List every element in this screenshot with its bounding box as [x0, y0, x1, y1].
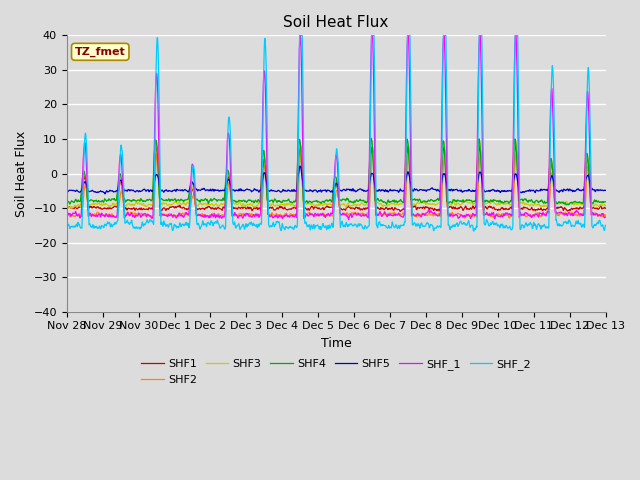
SHF3 [427, 202, 435, 207]
SHF1 [160, 205, 168, 211]
SHF5 [316, 188, 324, 193]
Line: SHF4: SHF4 [67, 138, 605, 205]
SHF_1 [602, 214, 609, 220]
SHF1 [602, 205, 609, 211]
SHF_2 [160, 219, 168, 225]
SHF3 [160, 201, 168, 206]
Title: Soil Heat Flux: Soil Heat Flux [284, 15, 389, 30]
SHF4 [601, 199, 609, 205]
SHF2 [427, 212, 435, 218]
SHF4 [488, 198, 495, 204]
SHF2 [63, 211, 70, 217]
SHF1 [488, 204, 495, 210]
SHF1 [427, 205, 435, 211]
SHF2 [488, 213, 495, 218]
SHF_2 [427, 222, 435, 228]
SHF3 [488, 198, 495, 204]
SHF1 [316, 206, 324, 212]
SHF5 [296, 163, 304, 169]
SHF2 [160, 211, 168, 217]
SHF_2 [470, 228, 477, 234]
SHF1 [457, 204, 465, 210]
SHF4 [63, 197, 70, 203]
SHF_2 [316, 224, 324, 229]
SHF1 [601, 205, 609, 211]
SHF_1 [428, 209, 435, 215]
SHF3 [63, 205, 70, 211]
SHF2 [457, 213, 465, 218]
X-axis label: Time: Time [321, 337, 351, 350]
SHF2 [154, 148, 161, 154]
SHF3 [602, 203, 609, 208]
Line: SHF1: SHF1 [67, 145, 605, 211]
SHF_1 [160, 212, 168, 218]
SHF_2 [296, 33, 303, 38]
SHF4 [427, 197, 435, 203]
SHF5 [101, 191, 109, 197]
SHF_1 [345, 217, 353, 223]
SHF3 [457, 202, 465, 208]
SHF_2 [457, 218, 465, 224]
SHF3 [511, 137, 519, 143]
SHF1 [512, 142, 520, 148]
SHF1 [63, 204, 70, 210]
SHF_1 [601, 215, 609, 220]
SHF3 [601, 203, 609, 208]
Line: SHF_2: SHF_2 [67, 36, 605, 231]
SHF_2 [601, 224, 609, 230]
Line: SHF3: SHF3 [67, 140, 605, 208]
SHF_2 [602, 222, 609, 228]
SHF5 [488, 188, 495, 193]
SHF2 [601, 212, 609, 217]
SHF4 [316, 199, 324, 205]
Legend: SHF1, SHF2, SHF3, SHF4, SHF5, SHF_1, SHF_2: SHF1, SHF2, SHF3, SHF4, SHF5, SHF_1, SHF… [137, 355, 535, 389]
SHF2 [602, 212, 609, 218]
Line: SHF_1: SHF_1 [67, 36, 605, 220]
SHF2 [316, 212, 324, 217]
SHF_2 [488, 221, 495, 227]
SHF_1 [63, 212, 70, 218]
SHF_1 [316, 211, 324, 217]
SHF5 [602, 188, 609, 193]
Y-axis label: Soil Heat Flux: Soil Heat Flux [15, 131, 28, 216]
SHF4 [457, 198, 465, 204]
SHF_1 [296, 33, 304, 38]
SHF5 [428, 186, 435, 192]
SHF2 [461, 215, 468, 221]
SHF4 [563, 202, 570, 208]
SHF4 [602, 199, 609, 204]
SHF5 [601, 187, 609, 193]
SHF3 [68, 205, 76, 211]
SHF_1 [457, 212, 465, 218]
SHF5 [63, 189, 70, 195]
SHF5 [160, 189, 168, 195]
SHF1 [396, 208, 404, 214]
SHF_1 [488, 210, 495, 216]
Text: TZ_fmet: TZ_fmet [75, 47, 125, 57]
SHF4 [160, 197, 168, 203]
Line: SHF2: SHF2 [67, 151, 605, 218]
SHF_2 [63, 223, 70, 228]
SHF3 [316, 203, 324, 208]
SHF4 [367, 135, 375, 141]
Line: SHF5: SHF5 [67, 166, 605, 194]
SHF5 [457, 188, 465, 193]
